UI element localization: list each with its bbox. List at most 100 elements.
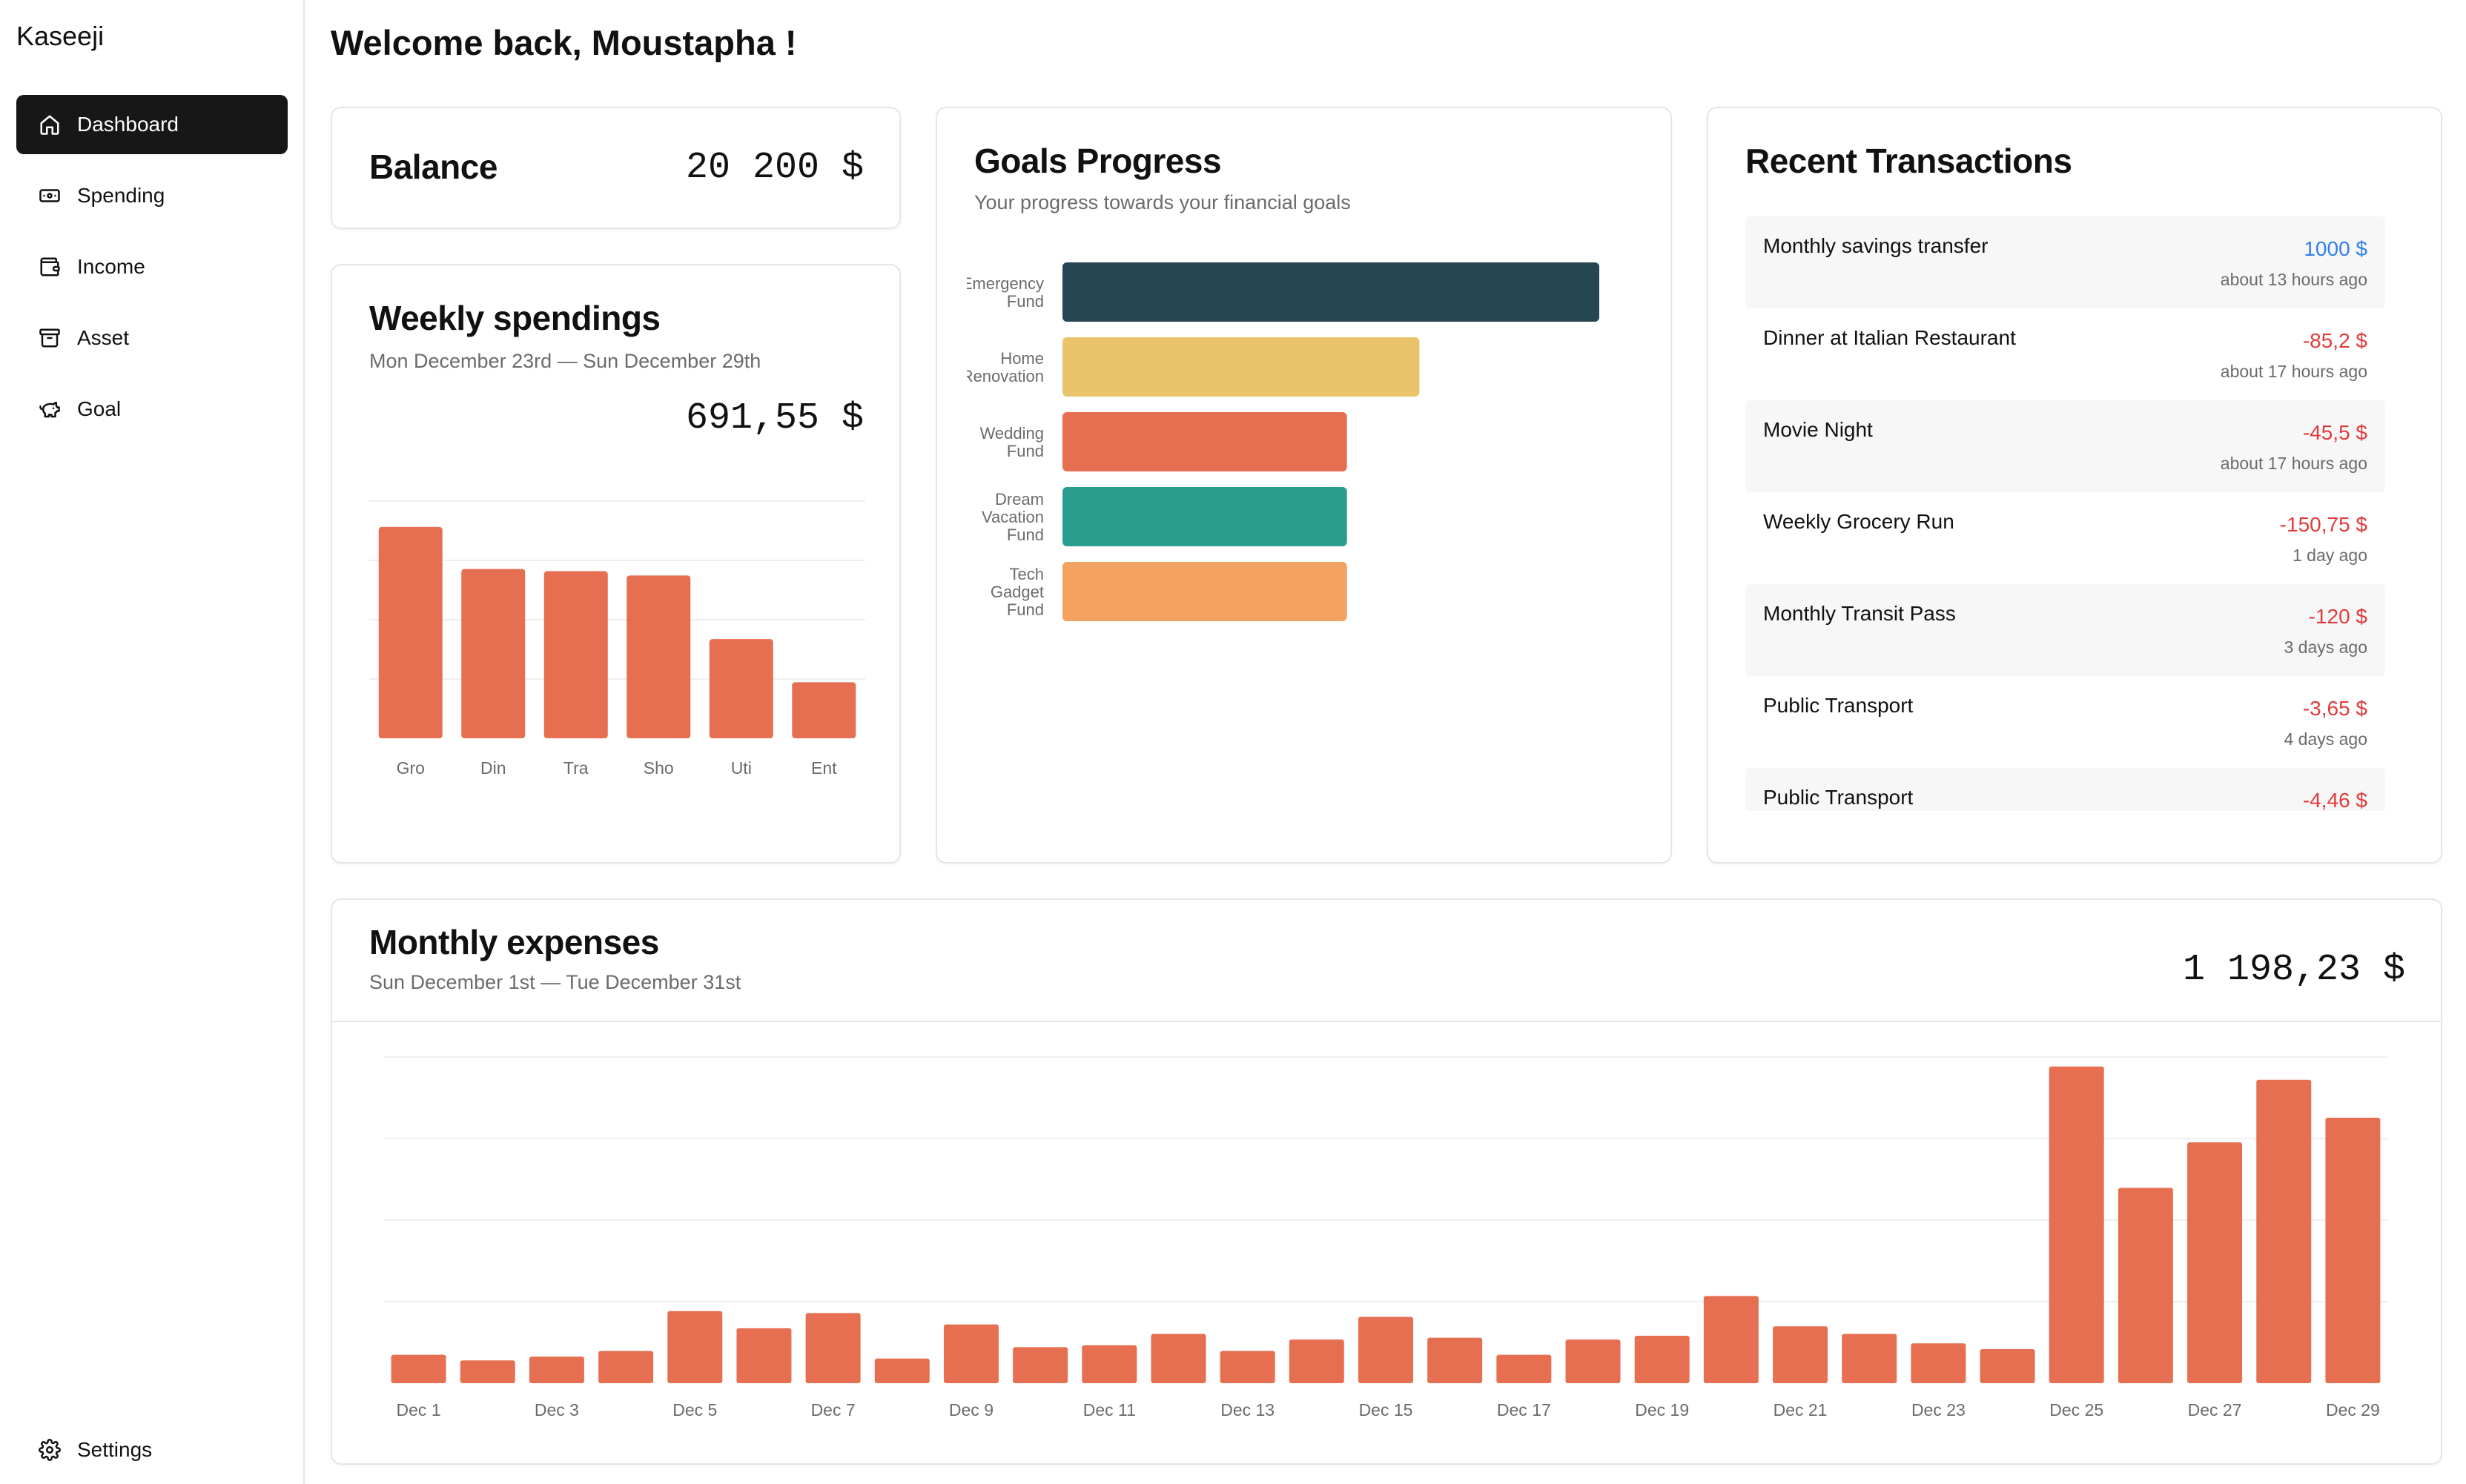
bar[interactable] <box>2187 1142 2243 1383</box>
bar[interactable] <box>1842 1334 1897 1383</box>
archive-icon <box>39 327 61 349</box>
bar[interactable] <box>2049 1066 2104 1383</box>
bar[interactable] <box>667 1311 723 1383</box>
bar[interactable] <box>1773 1326 1828 1383</box>
monthly-date-range: Sun December 1st — Tue December 31st <box>369 971 741 993</box>
divider <box>332 1021 2441 1022</box>
bar[interactable] <box>1082 1345 1137 1383</box>
settings-label: Settings <box>77 1438 153 1461</box>
goal-label: Vacation <box>982 508 1044 526</box>
wallet-icon <box>39 256 61 278</box>
transaction-item[interactable]: Movie Night -45,5 $ about 17 hours ago <box>1745 400 2385 492</box>
transaction-item[interactable]: Dinner at Italian Restaurant -85,2 $ abo… <box>1745 308 2385 400</box>
tick-label: Dec 19 <box>1635 1400 1689 1420</box>
tick-label: Din <box>480 758 506 778</box>
goal-label: Renovation <box>962 367 1044 385</box>
monthly-expenses-card: Monthly expenses Sun December 1st — Tue … <box>331 898 2442 1465</box>
home-icon <box>39 113 61 136</box>
goal-bar[interactable] <box>1062 487 1347 546</box>
settings-link[interactable]: Settings <box>39 1438 152 1462</box>
transaction-amount: -120 $ <box>2308 605 2367 628</box>
balance-title: Balance <box>369 148 498 186</box>
bar[interactable] <box>1496 1354 1552 1383</box>
bar[interactable] <box>874 1358 930 1383</box>
bar[interactable] <box>736 1328 792 1383</box>
tick-label: Dec 3 <box>535 1400 579 1420</box>
transactions-list[interactable]: Monthly savings transfer 1000 $ about 13… <box>1745 216 2385 811</box>
sidebar-item-label: Income <box>77 255 145 278</box>
transaction-amount: 1000 $ <box>2304 237 2367 260</box>
sidebar-item-dashboard[interactable]: Dashboard <box>16 95 288 154</box>
transaction-item[interactable]: Weekly Grocery Run -150,75 $ 1 day ago <box>1745 492 2385 584</box>
bar[interactable] <box>543 571 608 738</box>
transaction-amount: -4,46 $ <box>2302 789 2367 811</box>
weekly-bar-chart: Gro Din Tra Sho Uti Ent <box>369 500 865 778</box>
goal-label: Fund <box>1007 442 1044 460</box>
weekly-spendings-card: Weekly spendings Mon December 23rd — Sun… <box>331 264 901 864</box>
transaction-time: about 13 hours ago <box>2220 270 2367 289</box>
sidebar-item-label: Goal <box>77 397 122 420</box>
sidebar-item-goal[interactable]: Goal <box>16 380 288 439</box>
bar[interactable] <box>460 1360 515 1383</box>
bar[interactable] <box>1427 1337 1483 1383</box>
tick-label: Dec 1 <box>397 1400 441 1420</box>
monthly-amount: 1 198,23 $ <box>2182 949 2405 991</box>
tick-label: Dec 15 <box>1359 1400 1413 1420</box>
bar[interactable] <box>1911 1343 1966 1383</box>
bar[interactable] <box>1980 1348 2035 1383</box>
bar[interactable] <box>1358 1316 1413 1383</box>
tick-label: Ent <box>811 758 837 778</box>
goal-label: Fund <box>1007 292 1044 311</box>
bar[interactable] <box>792 682 856 738</box>
sidebar-nav: Dashboard Spending Income Asset Goal <box>16 95 288 451</box>
bar[interactable] <box>598 1351 654 1383</box>
app-brand: Kaseeji <box>16 21 105 51</box>
bar[interactable] <box>1703 1296 1759 1383</box>
goal-bar[interactable] <box>1062 337 1420 397</box>
transaction-time: about 17 hours ago <box>2220 362 2367 381</box>
transaction-item[interactable]: Public Transport -4,46 $ <box>1745 768 2385 811</box>
bar[interactable] <box>1565 1339 1621 1383</box>
bar[interactable] <box>1634 1336 1690 1383</box>
goals-bar-chart: EmergencyFundHomeRenovationWeddingFundDr… <box>962 262 1599 621</box>
bar[interactable] <box>1289 1339 1344 1383</box>
transaction-name: Monthly Transit Pass <box>1763 602 1956 625</box>
goal-bar[interactable] <box>1062 562 1347 621</box>
tick-label: Tra <box>563 758 589 778</box>
goal-bar[interactable] <box>1062 412 1347 471</box>
bar[interactable] <box>2325 1117 2381 1383</box>
transaction-time: 4 days ago <box>2284 729 2367 749</box>
transaction-name: Monthly savings transfer <box>1763 234 1989 257</box>
tick-label: Dec 23 <box>1911 1400 1966 1420</box>
tick-label: Dec 25 <box>2049 1400 2103 1420</box>
bar[interactable] <box>2118 1187 2173 1383</box>
weekly-title: Weekly spendings <box>369 299 661 337</box>
bar[interactable] <box>943 1324 999 1383</box>
bar[interactable] <box>805 1313 861 1383</box>
transaction-item[interactable]: Public Transport -3,65 $ 4 days ago <box>1745 676 2385 768</box>
transaction-time: 3 days ago <box>2284 637 2367 657</box>
sidebar-item-income[interactable]: Income <box>16 237 288 297</box>
bar[interactable] <box>709 639 773 738</box>
bar[interactable] <box>378 526 443 738</box>
transaction-name: Public Transport <box>1763 786 1914 809</box>
bar[interactable] <box>461 569 526 738</box>
bar[interactable] <box>1220 1351 1275 1383</box>
goal-bar[interactable] <box>1062 262 1599 322</box>
goals-progress-card: Goals Progress Your progress towards you… <box>936 107 1672 864</box>
bar[interactable] <box>529 1357 584 1383</box>
bar[interactable] <box>391 1354 446 1383</box>
bar[interactable] <box>1151 1334 1206 1383</box>
bar[interactable] <box>1013 1347 1068 1383</box>
transaction-amount: -150,75 $ <box>2279 513 2367 536</box>
transaction-name: Movie Night <box>1763 418 1873 441</box>
bar[interactable] <box>2256 1079 2312 1383</box>
transaction-name: Weekly Grocery Run <box>1763 510 1954 533</box>
sidebar-item-spending[interactable]: Spending <box>16 166 288 225</box>
tick-label: Dec 9 <box>949 1400 994 1420</box>
sidebar-item-asset[interactable]: Asset <box>16 308 288 368</box>
transaction-item[interactable]: Monthly savings transfer 1000 $ about 13… <box>1745 216 2385 308</box>
transaction-time: about 17 hours ago <box>2220 454 2367 473</box>
transaction-item[interactable]: Monthly Transit Pass -120 $ 3 days ago <box>1745 584 2385 676</box>
bar[interactable] <box>627 575 691 738</box>
